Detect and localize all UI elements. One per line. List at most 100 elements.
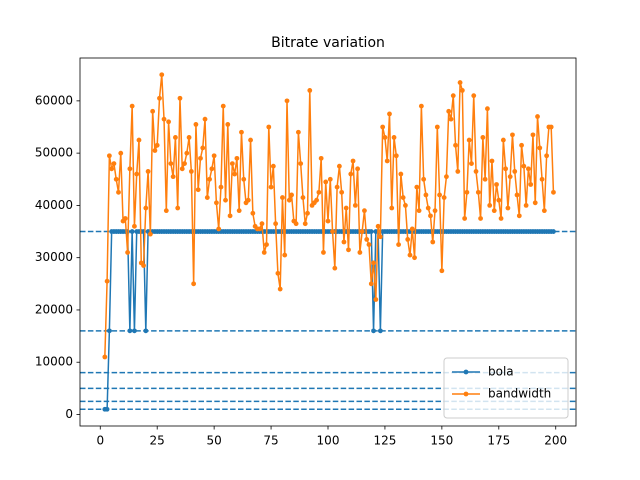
point	[225, 121, 231, 127]
point	[423, 192, 429, 198]
point	[364, 236, 370, 242]
point	[450, 93, 456, 99]
point	[261, 250, 267, 255]
point	[168, 161, 174, 166]
point	[409, 226, 415, 232]
point	[496, 197, 502, 203]
point	[257, 226, 263, 232]
point	[464, 189, 470, 195]
point	[521, 163, 527, 169]
point	[498, 216, 504, 221]
point	[323, 179, 329, 185]
point	[387, 111, 392, 117]
point	[127, 328, 133, 334]
point	[475, 189, 481, 195]
point	[113, 176, 119, 182]
point	[293, 221, 299, 227]
point	[295, 129, 301, 135]
point	[132, 223, 137, 229]
point	[321, 250, 326, 255]
point	[519, 142, 524, 148]
point	[469, 161, 474, 166]
legend-label: bandwidth	[488, 387, 551, 401]
point	[548, 124, 554, 130]
point	[541, 208, 547, 214]
point	[384, 158, 390, 164]
point	[268, 184, 274, 190]
y-tick-label: 50000	[35, 146, 73, 160]
point	[214, 200, 219, 206]
point	[275, 270, 281, 276]
point	[444, 174, 449, 180]
point	[352, 203, 358, 208]
point	[437, 192, 442, 198]
point	[143, 205, 149, 211]
point	[204, 195, 210, 200]
point	[368, 229, 374, 234]
point	[236, 208, 242, 214]
point	[405, 236, 411, 242]
point	[382, 135, 388, 140]
x-tick-label: 200	[544, 434, 567, 448]
point	[526, 166, 531, 172]
point	[339, 189, 345, 195]
point	[362, 208, 367, 214]
point	[106, 153, 112, 159]
x-tick-label: 150	[430, 434, 453, 448]
point	[439, 268, 445, 274]
point	[371, 260, 376, 266]
legend-label: bola	[488, 365, 514, 379]
point	[512, 169, 518, 174]
point	[104, 278, 110, 284]
point	[104, 406, 110, 412]
legend-box	[443, 357, 569, 419]
point	[425, 205, 431, 211]
point	[193, 121, 199, 127]
point	[218, 184, 224, 190]
point	[336, 163, 342, 169]
point	[359, 229, 365, 234]
point	[457, 80, 463, 85]
series-group	[102, 72, 556, 360]
point	[129, 103, 135, 109]
point	[432, 208, 438, 214]
point	[177, 95, 183, 101]
point	[551, 229, 556, 234]
point	[341, 239, 347, 245]
point	[298, 161, 304, 166]
point	[489, 158, 495, 164]
point	[159, 72, 165, 78]
point	[116, 189, 121, 195]
point	[207, 176, 212, 182]
point	[373, 297, 379, 302]
point	[505, 205, 511, 211]
x-tick-label: 0	[96, 434, 104, 448]
point	[514, 192, 520, 198]
point	[145, 169, 151, 174]
point	[318, 155, 324, 161]
point	[150, 108, 156, 114]
point	[229, 161, 235, 166]
point	[494, 182, 499, 187]
point	[325, 218, 331, 224]
x-tick-label: 175	[487, 434, 510, 448]
point	[259, 221, 265, 227]
point	[282, 252, 288, 258]
point	[157, 95, 162, 101]
point	[188, 169, 194, 174]
x-tick-label: 50	[206, 434, 221, 448]
point	[147, 231, 153, 237]
point	[152, 148, 158, 153]
point	[270, 163, 276, 169]
point	[396, 242, 401, 248]
point	[346, 247, 351, 253]
point	[280, 195, 285, 200]
point	[416, 208, 422, 214]
series-line	[104, 74, 555, 358]
point	[421, 176, 427, 182]
point	[125, 250, 130, 255]
point	[482, 176, 488, 182]
point	[122, 216, 128, 221]
point	[485, 106, 490, 112]
